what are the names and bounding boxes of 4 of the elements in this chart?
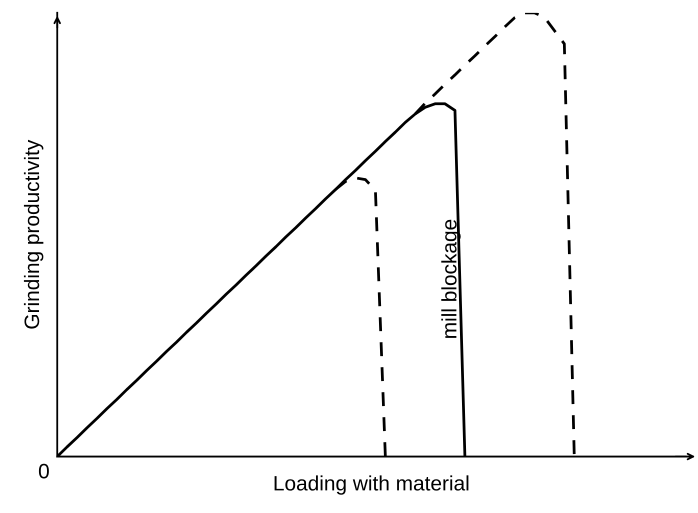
text: 0 <box>38 464 49 479</box>
y-axis-title: Grinding productivity <box>24 140 44 329</box>
annotation: mill blockage <box>441 220 461 338</box>
x-axis-title: Loading with material <box>274 475 468 495</box>
